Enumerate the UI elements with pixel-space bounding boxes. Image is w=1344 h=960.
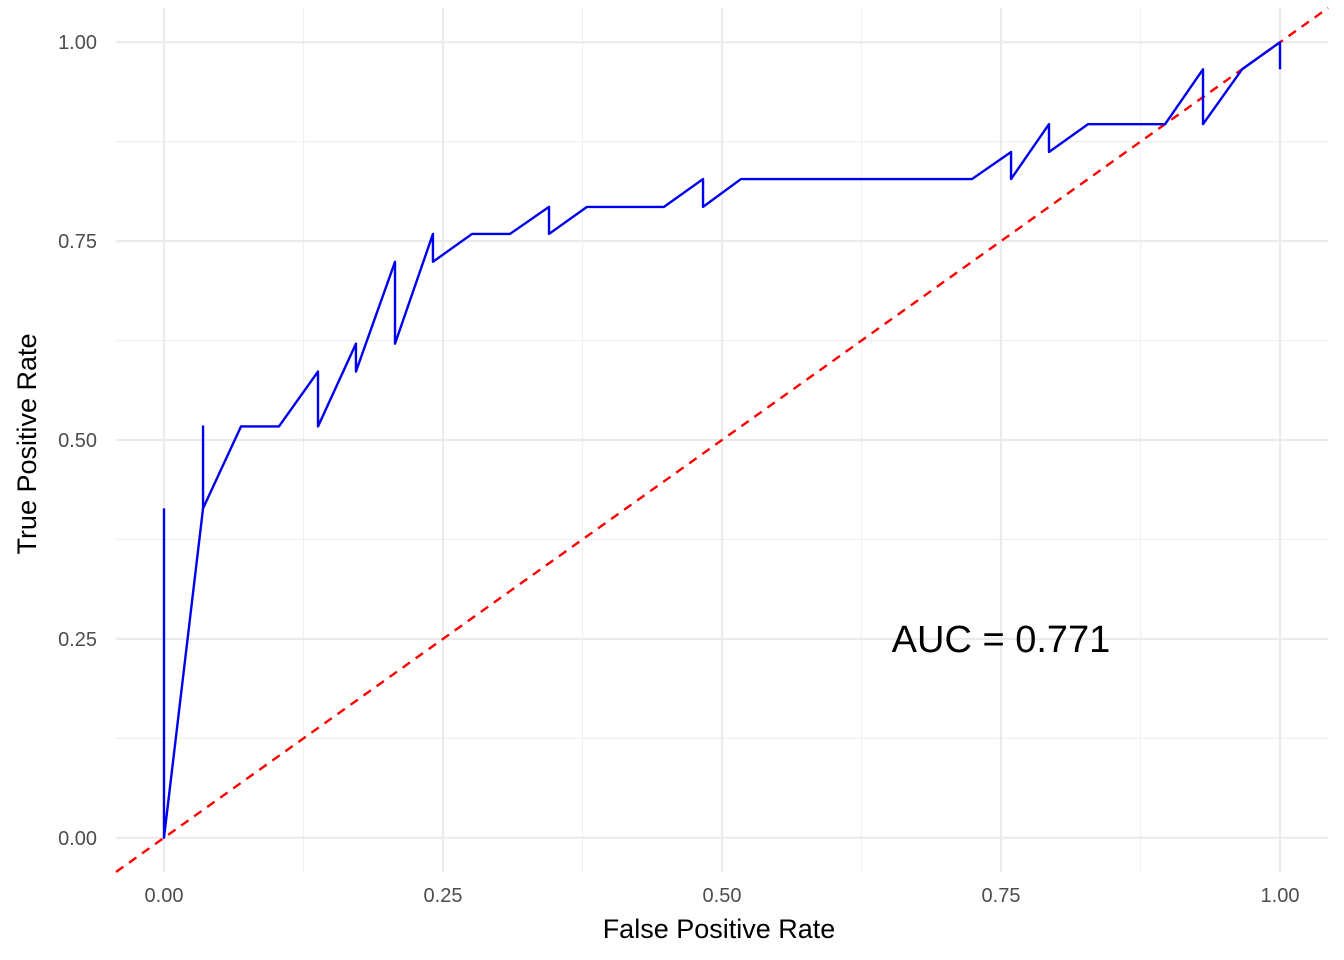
y-tick-label: 0.75 <box>58 231 97 253</box>
reference-line <box>115 7 1329 873</box>
x-tick-label: 0.50 <box>703 885 742 907</box>
y-tick-label: 1.00 <box>58 32 97 54</box>
roc-series <box>162 41 1282 839</box>
reference-diagonal <box>115 7 1329 873</box>
x-tick-label: 0.00 <box>145 885 184 907</box>
y-tick-label: 0.25 <box>58 629 97 651</box>
x-tick-labels: 0.00 0.25 0.50 0.75 1.00 <box>145 885 1300 907</box>
y-tick-labels: 0.00 0.25 0.50 0.75 1.00 <box>58 32 97 850</box>
y-axis-title: True Positive Rate <box>12 333 42 554</box>
y-tick-label: 0.00 <box>58 828 97 850</box>
y-tick-label: 0.50 <box>58 430 97 452</box>
auc-annotation: AUC = 0.771 <box>892 619 1111 661</box>
x-tick-label: 0.25 <box>424 885 463 907</box>
x-axis-title: False Positive Rate <box>603 914 836 944</box>
x-tick-label: 0.75 <box>982 885 1021 907</box>
x-tick-label: 1.00 <box>1261 885 1300 907</box>
major-gridlines <box>116 8 1328 872</box>
roc-curve-line <box>162 41 1282 839</box>
